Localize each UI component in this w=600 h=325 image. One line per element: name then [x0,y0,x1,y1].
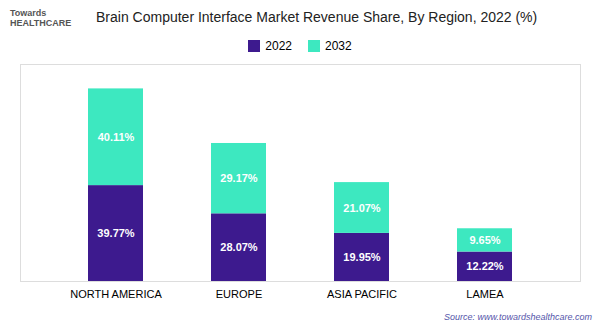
svg-text:LAMEA: LAMEA [466,288,504,300]
svg-text:29.17%: 29.17% [220,172,258,184]
html-text:Brain Computer Interface Marke: Brain Computer Interface Market Revenue … [96,9,538,25]
svg-text:9.65%: 9.65% [469,234,500,246]
svg-text:40.11%: 40.11% [98,131,135,143]
svg-text:NORTH AMERICA: NORTH AMERICA [70,288,162,300]
html-text:2022: 2022 [265,39,292,53]
svg-text:12.22%: 12.22% [466,260,504,272]
svg-text:39.77%: 39.77% [97,227,135,239]
html-text:Towards HEALTHCARE: Towards HEALTHCARE [10,8,72,29]
svg-text:28.07%: 28.07% [220,241,258,253]
html-text:Source: www.towardshealthcare.: Source: www.towardshealthcare.com [443,312,592,322]
svg-text:ASIA PACIFIC: ASIA PACIFIC [327,288,397,300]
svg-text:21.07%: 21.07% [343,202,381,214]
svg-text:19.95%: 19.95% [343,251,381,263]
html-text:2032: 2032 [325,39,352,53]
svg-text:EUROPE: EUROPE [216,288,262,300]
